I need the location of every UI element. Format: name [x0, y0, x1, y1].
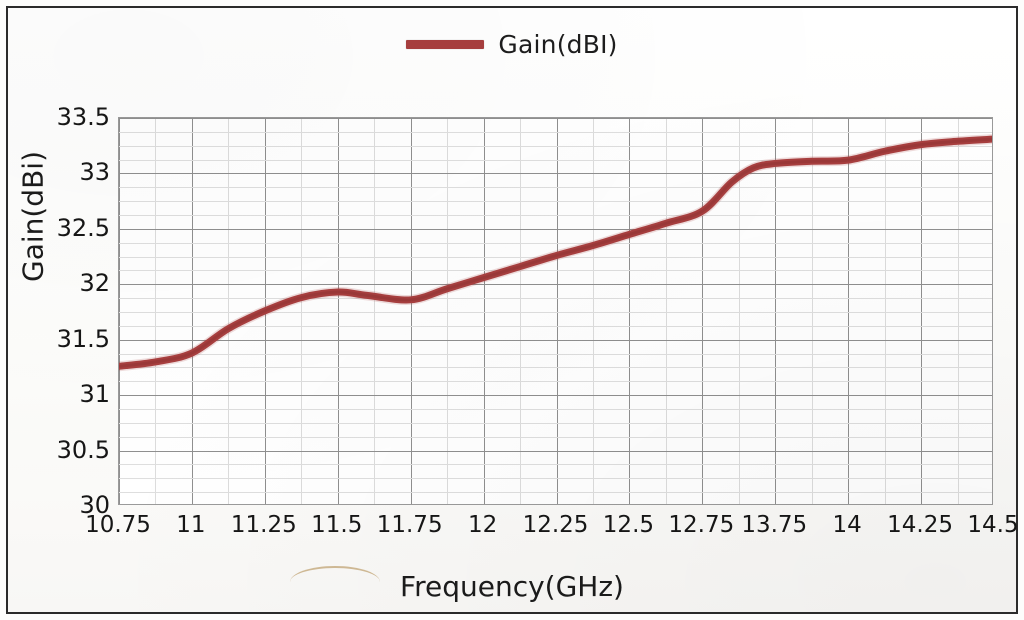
- legend-label-gain: Gain(dBI): [498, 30, 618, 59]
- x-tick-label: 14: [832, 512, 862, 538]
- x-tick-label: 14.5: [967, 512, 1019, 538]
- plot-area: [118, 117, 993, 505]
- y-tick-label: 31: [79, 380, 110, 409]
- y-axis-tick-labels: 30 30.5 31 31.5 32 32.5 33 33.5: [26, 103, 110, 519]
- x-tick-label: 12.5: [602, 512, 655, 538]
- y-tick-label: 33.5: [56, 103, 110, 131]
- x-tick-label: 11: [176, 512, 206, 538]
- x-tick-label: 11.25: [230, 512, 297, 538]
- x-tick-label: 12.75: [668, 512, 735, 538]
- x-tick-label: 14.25: [887, 512, 954, 538]
- x-tick-label: 11.5: [311, 512, 363, 538]
- y-tick-label: 32: [79, 269, 110, 298]
- x-tick-label: 12: [467, 512, 498, 538]
- y-tick-label: 32.5: [56, 213, 110, 242]
- y-tick-label: 30: [79, 491, 110, 519]
- x-axis-tick-labels: 10.75 11 11.25 11.5 11.75 12 12.25 12.5 12.75 13.…: [85, 512, 1019, 552]
- y-tick-label: 33: [79, 158, 110, 187]
- y-tick-label: 31.5: [56, 324, 110, 353]
- x-axis-title: Frequency(GHz): [400, 570, 624, 603]
- chart-legend: Gain(dBI): [0, 30, 1024, 59]
- x-tick-label: 10.75: [85, 512, 151, 538]
- x-tick-label: 11.75: [376, 512, 443, 538]
- series-gain-line: [119, 134, 992, 372]
- y-tick-label: 30.5: [56, 435, 110, 464]
- x-tick-label: 13.75: [741, 512, 808, 538]
- legend-line-swatch-icon: [406, 40, 485, 49]
- x-tick-label: 12.25: [522, 512, 589, 538]
